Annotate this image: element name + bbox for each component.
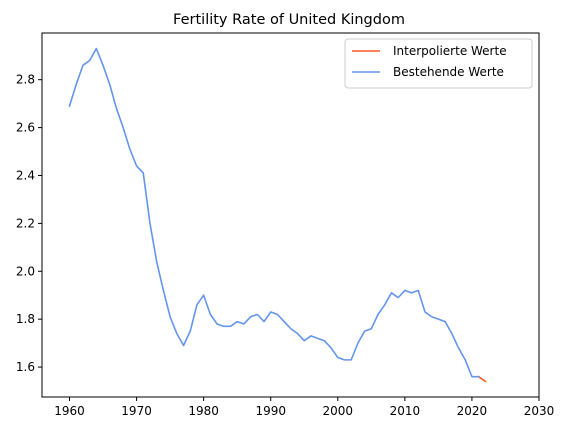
y-tick-label: 2.2 [16, 216, 35, 230]
x-tick-label: 2000 [323, 404, 354, 418]
x-tick-label: 2010 [390, 404, 421, 418]
legend-label: Bestehende Werte [393, 65, 504, 79]
legend: Interpolierte Werte Bestehende Werte [345, 39, 532, 88]
y-tick-label: 1.6 [16, 360, 35, 374]
x-tick-label: 1970 [121, 404, 152, 418]
y-tick-label: 2.4 [16, 168, 35, 182]
legend-label: Interpolierte Werte [393, 44, 507, 58]
x-tick-label: 2030 [524, 404, 555, 418]
y-tick-label: 1.8 [16, 312, 35, 326]
x-tick-label: 1960 [54, 404, 85, 418]
chart-title: Fertility Rate of United Kingdom [173, 12, 405, 28]
x-tick-label: 2020 [457, 404, 488, 418]
y-tick-label: 2.0 [16, 264, 35, 278]
y-tick-label: 2.6 [16, 121, 35, 135]
y-tick-label: 2.8 [16, 73, 35, 87]
x-tick-label: 1980 [188, 404, 219, 418]
plot-area: 1960 1970 1980 1990 2000 2010 2020 2030 1.6 1.8 2… [16, 33, 554, 418]
x-tick-label: 1990 [255, 404, 286, 418]
